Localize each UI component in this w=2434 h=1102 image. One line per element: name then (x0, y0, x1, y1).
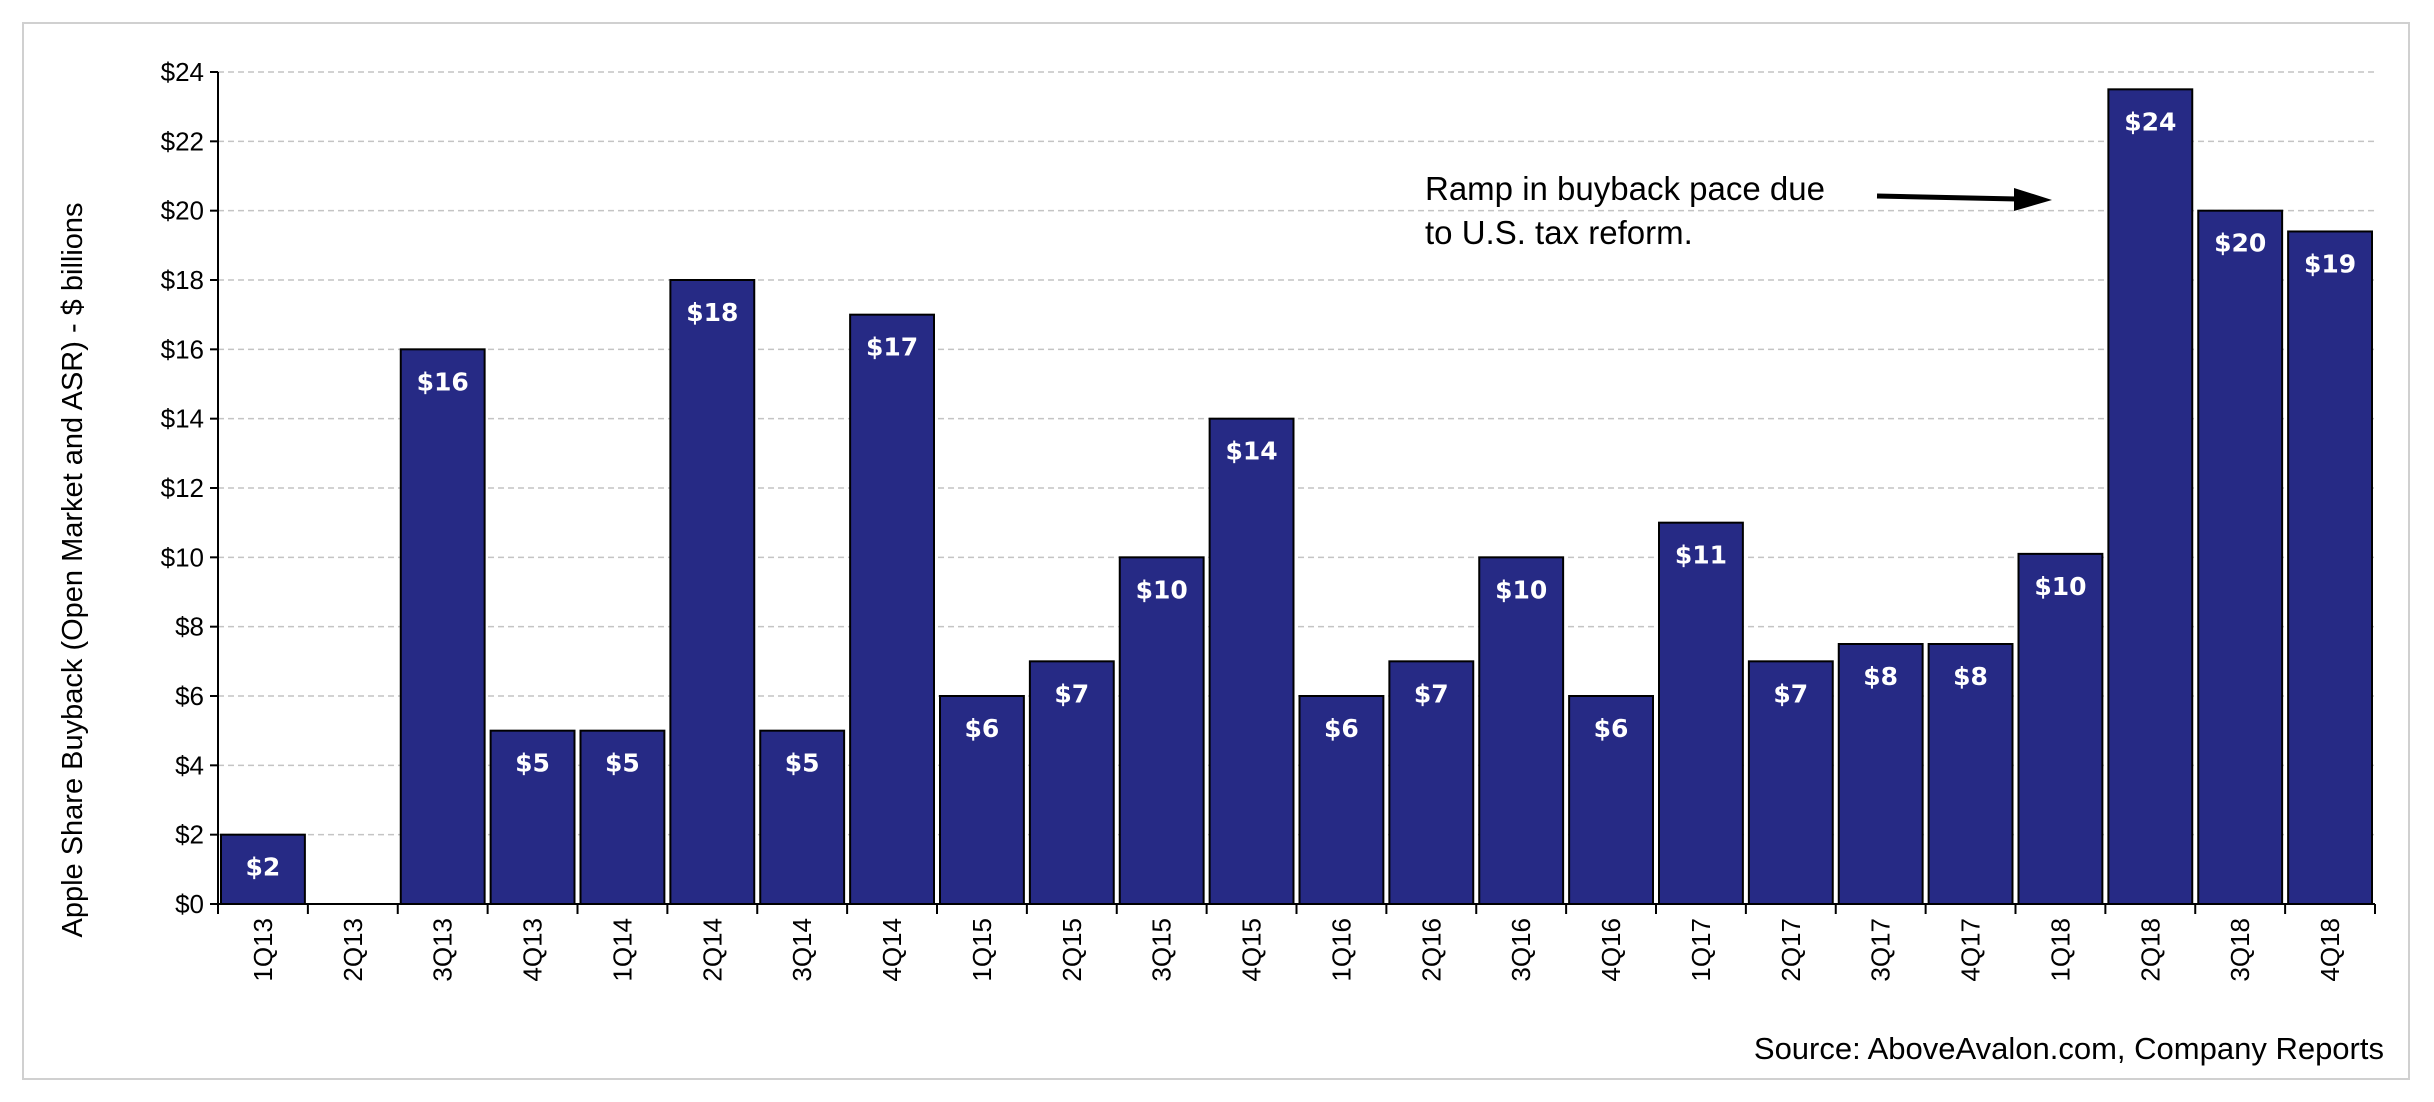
x-tick-label-2Q15: 2Q15 (1057, 918, 1087, 982)
bar-3Q17 (1837, 643, 1924, 905)
data-label-3Q16: $10 (1495, 575, 1547, 604)
x-tick-label-1Q18: 1Q18 (2045, 918, 2075, 982)
data-label-1Q14: $5 (605, 749, 640, 778)
bar-2Q18 (2107, 88, 2194, 906)
y-tick-label: $4 (175, 750, 204, 780)
bar-1Q14 (579, 729, 666, 906)
x-tick-label-4Q15: 4Q15 (1237, 918, 1267, 982)
bars (220, 88, 2373, 906)
y-tick-label: $16 (161, 334, 204, 364)
x-tick-label-4Q16: 4Q16 (1596, 918, 1626, 982)
x-tick-label-1Q17: 1Q17 (1686, 918, 1716, 982)
x-tick-label-3Q17: 3Q17 (1866, 918, 1896, 982)
x-tick-label-3Q13: 3Q13 (428, 918, 458, 982)
x-tick-label-1Q13: 1Q13 (248, 918, 278, 982)
axes (210, 71, 2376, 914)
x-tick-label-3Q14: 3Q14 (787, 918, 817, 982)
bar-3Q13 (399, 348, 486, 906)
bar-3Q18 (2197, 209, 2284, 905)
y-tick-label: $22 (161, 126, 204, 156)
bar-1Q13 (220, 833, 306, 906)
data-label-2Q17: $7 (1773, 679, 1808, 708)
x-tick-label-3Q16: 3Q16 (1506, 918, 1536, 982)
data-label-1Q17: $11 (1675, 541, 1727, 570)
x-tick-label-1Q15: 1Q15 (967, 918, 997, 982)
data-label-3Q13: $16 (417, 367, 469, 396)
bar-2Q17 (1747, 660, 1834, 905)
x-tick-label-2Q14: 2Q14 (697, 918, 727, 982)
x-tick-label-1Q16: 1Q16 (1326, 918, 1356, 982)
x-tick-label-2Q16: 2Q16 (1416, 918, 1446, 982)
data-label-1Q15: $6 (965, 714, 1000, 743)
y-axis-label: Apple Share Buyback (Open Market and ASR… (57, 202, 89, 937)
data-label-4Q14: $17 (866, 333, 918, 362)
y-tick-label: $6 (175, 681, 204, 711)
bar-4Q14 (849, 313, 935, 905)
bar-3Q15 (1118, 556, 1205, 905)
data-labels: $2 $16 $5 $5 $18 $5 $17 $6 $7 $10 $14 $6 $7 $10 $6 $11 $… (246, 107, 2357, 881)
y-tick-label: $10 (161, 542, 204, 572)
data-label-1Q18: $10 (2034, 572, 2086, 601)
source-note: Source: AboveAvalon.com, Company Reports (1754, 1031, 2384, 1066)
x-tick-label-2Q18: 2Q18 (2135, 918, 2165, 982)
data-label-3Q18: $20 (2214, 229, 2266, 258)
bar-2Q14 (669, 279, 756, 905)
data-label-1Q13: $2 (246, 853, 281, 882)
y-tick-label: $12 (161, 473, 204, 503)
bar-4Q15 (1208, 417, 1295, 905)
bar-4Q13 (489, 729, 576, 906)
x-axis-ticks: 1Q13 2Q13 3Q13 4Q13 1Q14 2Q14 3Q14 4Q14 1Q15 2Q15… (248, 918, 2345, 982)
data-label-2Q16: $7 (1414, 679, 1449, 708)
data-label-4Q13: $5 (515, 749, 550, 778)
data-label-3Q17: $8 (1863, 662, 1898, 691)
y-tick-label: $2 (175, 820, 204, 850)
y-axis-ticks: $0 $2 $4 $6 $8 $10 $12 $14 $16 $18 $20 $22 $24 (161, 57, 204, 919)
bar-1Q17 (1658, 521, 1744, 906)
bar-1Q16 (1298, 695, 1385, 905)
data-label-4Q17: $8 (1953, 662, 1988, 691)
bar-4Q16 (1568, 695, 1654, 905)
bar-3Q16 (1478, 556, 1565, 905)
data-label-3Q15: $10 (1136, 575, 1188, 604)
x-tick-label-3Q15: 3Q15 (1147, 918, 1177, 982)
bar-1Q18 (2017, 552, 2104, 905)
bar-4Q18 (2287, 230, 2373, 905)
y-tick-label: $20 (161, 196, 204, 226)
x-tick-label-4Q18: 4Q18 (2315, 918, 2345, 982)
data-label-2Q15: $7 (1054, 679, 1089, 708)
x-tick-label-4Q14: 4Q14 (877, 918, 907, 982)
annotation-line-2: to U.S. tax reform. (1425, 214, 1693, 251)
y-tick-label: $0 (175, 889, 204, 919)
annotation-arrow (1876, 188, 2052, 211)
data-label-1Q16: $6 (1324, 714, 1359, 743)
x-tick-label-1Q14: 1Q14 (607, 918, 637, 982)
y-tick-label: $14 (161, 404, 204, 434)
y-tick-label: $8 (175, 612, 204, 642)
data-label-3Q14: $5 (785, 749, 820, 778)
x-tick-label-3Q18: 3Q18 (2225, 918, 2255, 982)
x-tick-label-4Q17: 4Q17 (1956, 918, 1986, 982)
bar-1Q15 (939, 695, 1025, 905)
data-label-2Q14: $18 (686, 298, 738, 327)
data-label-4Q18: $19 (2304, 249, 2356, 278)
x-tick-label-2Q17: 2Q17 (1776, 918, 1806, 982)
data-label-2Q18: $24 (2124, 107, 2176, 136)
data-label-4Q16: $6 (1594, 714, 1629, 743)
x-tick-label-4Q13: 4Q13 (518, 918, 548, 982)
y-tick-label: $24 (161, 57, 204, 87)
data-label-4Q15: $14 (1225, 437, 1277, 466)
annotation-line-1: Ramp in buyback pace due (1425, 170, 1825, 207)
x-tick-label-2Q13: 2Q13 (338, 918, 368, 982)
y-tick-label: $18 (161, 265, 204, 295)
